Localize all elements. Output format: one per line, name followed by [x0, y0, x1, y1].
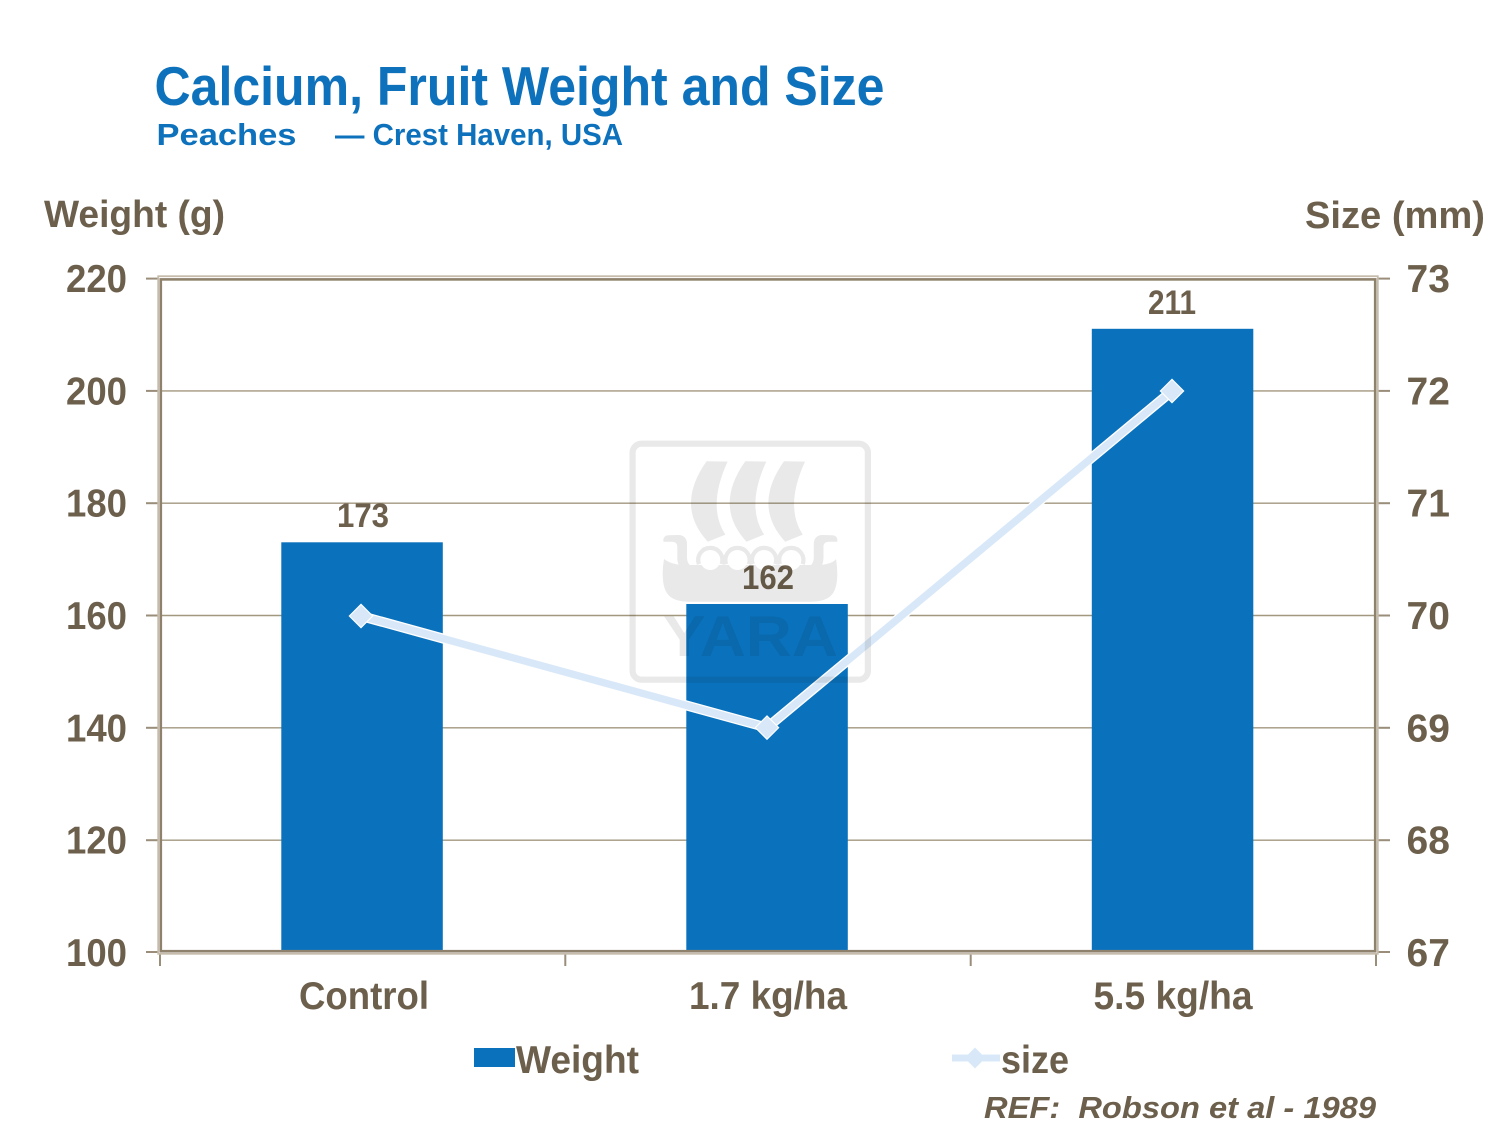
svg-text:size: size: [1001, 1039, 1069, 1082]
svg-text:180: 180: [66, 483, 127, 526]
svg-text:5.5 kg/ha: 5.5 kg/ha: [1094, 975, 1253, 1018]
svg-text:— Crest Haven, USA: — Crest Haven, USA: [335, 117, 623, 152]
svg-text:211: 211: [1148, 284, 1196, 322]
svg-text:Control: Control: [299, 975, 429, 1018]
svg-text:120: 120: [66, 820, 127, 863]
svg-text:Peaches: Peaches: [157, 117, 297, 152]
svg-text:173: 173: [337, 497, 389, 535]
svg-text:67: 67: [1407, 932, 1450, 975]
svg-text:140: 140: [66, 707, 127, 750]
svg-text:69: 69: [1407, 707, 1450, 750]
svg-text:68: 68: [1407, 820, 1450, 863]
svg-text:100: 100: [66, 932, 127, 975]
svg-text:1.7 kg/ha: 1.7 kg/ha: [689, 975, 847, 1018]
svg-text:Calcium, Fruit Weight and Size: Calcium, Fruit Weight and Size: [155, 55, 885, 117]
svg-text:YARA: YARA: [663, 605, 838, 669]
svg-text:160: 160: [66, 595, 127, 638]
svg-text:200: 200: [66, 370, 127, 413]
svg-text:Size (mm): Size (mm): [1305, 195, 1485, 237]
svg-text:Weight (g): Weight (g): [44, 194, 225, 236]
svg-text:220: 220: [66, 258, 127, 301]
svg-text:Weight: Weight: [516, 1039, 639, 1082]
svg-text:70: 70: [1407, 595, 1450, 638]
svg-text:73: 73: [1407, 258, 1450, 301]
svg-text:REF: Robson et al - 1989: REF: Robson et al - 1989: [984, 1091, 1376, 1125]
svg-text:71: 71: [1407, 483, 1450, 526]
svg-text:72: 72: [1407, 370, 1450, 413]
